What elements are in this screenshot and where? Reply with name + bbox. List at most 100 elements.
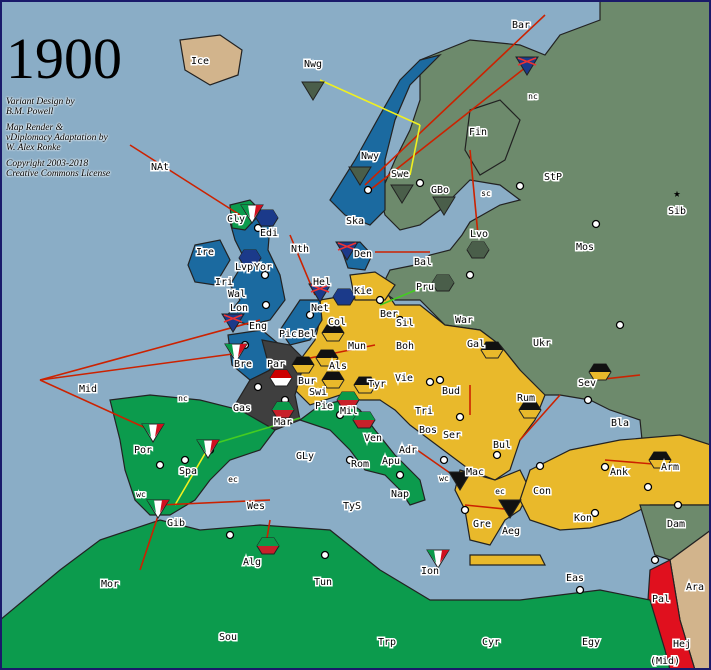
province-label: Bre xyxy=(234,359,252,370)
province-label: Pru xyxy=(416,282,434,293)
unit-italy-army[interactable] xyxy=(336,391,360,409)
supply-center xyxy=(590,508,600,518)
unit-italy-army[interactable] xyxy=(352,411,376,429)
province-label: Arm xyxy=(661,462,679,473)
supply-center xyxy=(395,470,405,480)
province-label: Swi xyxy=(309,387,327,398)
supply-center xyxy=(180,455,190,465)
union-jack-icon xyxy=(517,57,537,66)
province-label: Boh xyxy=(396,341,414,352)
supply-center xyxy=(335,410,345,420)
capital-star-icon: ★ xyxy=(673,186,680,200)
order-arrow xyxy=(369,59,536,191)
province-label: Gas xyxy=(233,403,251,414)
unit-italy-army[interactable] xyxy=(256,537,280,555)
supply-center xyxy=(673,500,683,510)
unit-britain-army[interactable] xyxy=(332,288,356,306)
unit-central-army[interactable] xyxy=(588,363,612,381)
unit-italy-fleet[interactable] xyxy=(426,549,450,569)
unit-britain-fleet[interactable] xyxy=(515,56,539,76)
order-arrow xyxy=(519,394,561,441)
unit-russia-army[interactable] xyxy=(431,274,455,292)
flag-green-icon xyxy=(197,440,206,453)
unit-central-fleet[interactable] xyxy=(448,471,472,491)
territory-central[interactable] xyxy=(469,554,546,566)
unit-central-army[interactable] xyxy=(321,324,345,342)
supply-center xyxy=(460,505,470,515)
province-label: Tri xyxy=(415,406,433,417)
fleet-icon xyxy=(221,313,245,333)
supply-center xyxy=(155,460,165,470)
province-label: Nth xyxy=(291,244,309,255)
territory-britain[interactable] xyxy=(187,239,231,286)
province-label: Aeg xyxy=(502,526,520,537)
unit-italy-fleet[interactable] xyxy=(224,343,248,363)
province-label: Yor xyxy=(254,262,272,273)
province-label: ec xyxy=(495,487,505,496)
credit-line: vDiplomacy Adaptation by xyxy=(6,133,108,143)
unit-italy-fleet[interactable] xyxy=(141,423,165,443)
province-label: Nap xyxy=(391,489,409,500)
province-label: Ion xyxy=(421,566,439,577)
supply-center xyxy=(225,530,235,540)
territory-italy[interactable] xyxy=(0,519,671,670)
unit-russia-fleet[interactable] xyxy=(301,81,325,101)
territory-central[interactable] xyxy=(294,289,546,481)
territory-russia[interactable] xyxy=(379,0,711,506)
unit-france-army[interactable] xyxy=(269,369,293,387)
province-label: Por xyxy=(134,445,152,456)
unit-russia-fleet[interactable] xyxy=(390,184,414,204)
province-label: nc xyxy=(178,394,188,403)
unit-central-fleet[interactable] xyxy=(498,499,522,519)
unit-russia-army[interactable] xyxy=(466,241,490,259)
unit-central-army[interactable] xyxy=(518,401,542,419)
province-label: Hel xyxy=(313,277,331,288)
province-label: Col xyxy=(328,317,346,328)
flag-red-icon xyxy=(440,550,449,563)
unit-central-army[interactable] xyxy=(315,349,339,367)
unit-central-army[interactable] xyxy=(291,356,315,374)
territory-russia[interactable] xyxy=(464,99,521,176)
army-flag-icon xyxy=(322,372,344,380)
province-label: Pal xyxy=(652,594,670,605)
unit-italy-fleet[interactable] xyxy=(196,439,220,459)
supply-center xyxy=(425,377,435,387)
supply-center xyxy=(650,555,660,565)
territory-britain[interactable] xyxy=(329,53,442,226)
unit-britain-fleet[interactable] xyxy=(221,313,245,333)
unit-britain-army[interactable] xyxy=(238,249,262,267)
unit-central-army[interactable] xyxy=(648,451,672,469)
order-arrow xyxy=(139,509,161,571)
province-label: Spa xyxy=(179,466,197,477)
unit-britain-army[interactable] xyxy=(255,209,279,227)
unit-central-army[interactable] xyxy=(321,371,345,389)
order-arrow xyxy=(469,149,479,236)
province-label: Ank xyxy=(610,467,628,478)
unit-central-army[interactable] xyxy=(480,341,504,359)
province-label: Fin xyxy=(469,127,487,138)
supply-center xyxy=(363,185,373,195)
province-label: Alg xyxy=(243,557,261,568)
unit-britain-fleet[interactable] xyxy=(308,283,332,303)
fleet-icon xyxy=(301,81,325,101)
unit-italy-fleet[interactable] xyxy=(146,499,170,519)
unit-russia-fleet[interactable] xyxy=(348,166,372,186)
unit-central-army[interactable] xyxy=(353,376,377,394)
credit-line: Copyright 2003-2018 xyxy=(6,159,89,169)
unit-italy-army[interactable] xyxy=(271,401,295,419)
unit-italy-fleet[interactable] xyxy=(240,204,264,224)
province-label: Sil xyxy=(396,318,414,329)
supply-center xyxy=(261,300,271,310)
supply-center xyxy=(615,320,625,330)
unit-britain-fleet[interactable] xyxy=(335,241,359,261)
unit-russia-fleet[interactable] xyxy=(432,196,456,216)
province-label: Lvo xyxy=(470,229,488,240)
army-flag-icon xyxy=(354,377,376,385)
flag-green-icon xyxy=(427,550,436,563)
army-flag-icon xyxy=(270,370,292,378)
credit-line: B.M. Powell xyxy=(6,107,54,117)
province-label: Egy xyxy=(582,637,600,648)
province-label: Bla xyxy=(611,418,629,429)
territory-arabia[interactable] xyxy=(179,34,243,86)
